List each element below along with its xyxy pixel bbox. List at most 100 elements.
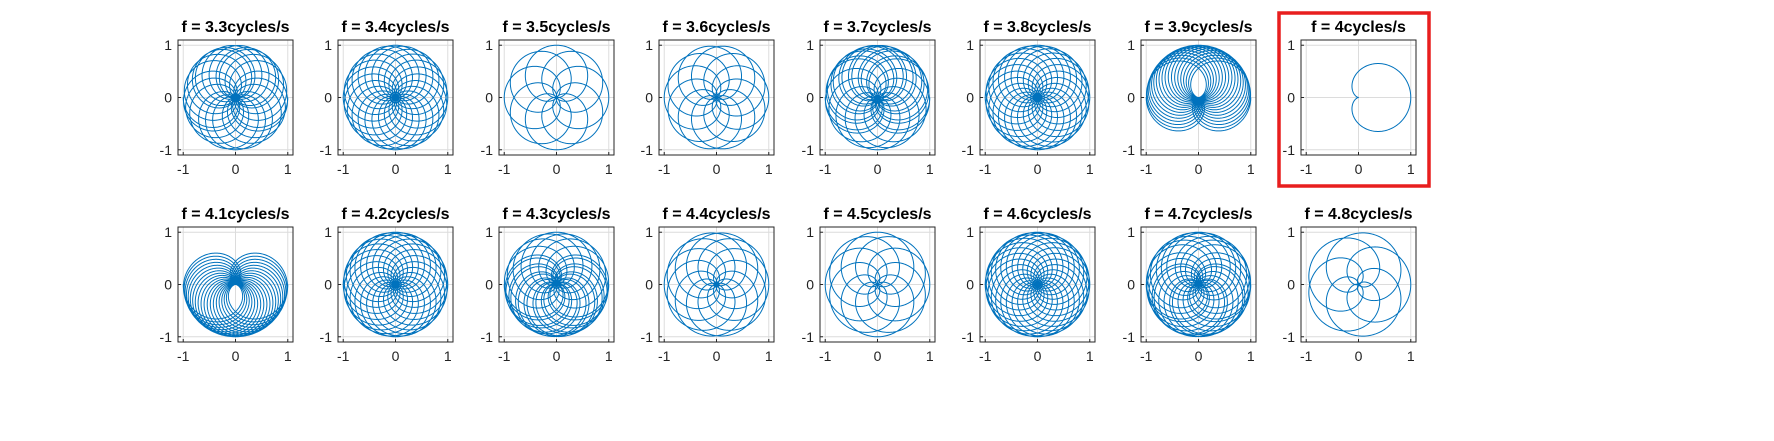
subplot: -1 0 1 -1 0 1 f = 3.4cycles/s	[320, 19, 454, 177]
y-tick-label: 1	[966, 224, 974, 240]
y-tick-label: -1	[481, 329, 494, 345]
x-tick-label: -1	[1300, 348, 1313, 364]
panel-title: f = 4.1cycles/s	[181, 206, 289, 223]
y-tick-label: 0	[324, 277, 332, 293]
x-tick-label: 0	[713, 348, 721, 364]
winding-trace	[503, 44, 610, 151]
y-tick-label: 0	[645, 277, 653, 293]
x-tick-label: 0	[392, 348, 400, 364]
x-tick-label: 0	[392, 161, 400, 177]
panel-title: f = 3.7cycles/s	[823, 19, 931, 36]
winding-trace	[984, 231, 1091, 338]
y-tick-label: 1	[1287, 224, 1295, 240]
y-tick-label: 0	[1127, 277, 1135, 293]
winding-trace	[503, 231, 610, 338]
x-tick-label: 0	[232, 348, 240, 364]
x-tick-label: -1	[177, 348, 190, 364]
subplot: -1 0 1 -1 0 1 f = 3.3cycles/s	[160, 19, 294, 177]
x-tick-label: 0	[1034, 348, 1042, 364]
subplot: -1 0 1 -1 0 1 f = 4.4cycles/s	[641, 206, 775, 364]
x-tick-label: -1	[1140, 348, 1153, 364]
x-tick-label: 1	[926, 161, 934, 177]
y-tick-label: 0	[164, 277, 172, 293]
y-tick-label: 1	[645, 37, 653, 53]
y-tick-label: 0	[966, 277, 974, 293]
x-tick-label: 0	[1195, 161, 1203, 177]
y-tick-label: 0	[966, 90, 974, 106]
x-tick-label: 0	[553, 161, 561, 177]
panel-title: f = 3.6cycles/s	[662, 19, 770, 36]
y-tick-label: 0	[164, 90, 172, 106]
x-tick-label: 0	[1034, 161, 1042, 177]
x-tick-label: 1	[284, 161, 292, 177]
y-tick-label: 0	[485, 90, 493, 106]
subplot: -1 0 1 -1 0 1 f = 4.6cycles/s	[962, 206, 1096, 364]
panel-title: f = 4.5cycles/s	[823, 206, 931, 223]
y-tick-label: -1	[962, 329, 975, 345]
winding-trace	[342, 231, 449, 338]
subplot: -1 0 1 -1 0 1 f = 3.6cycles/s	[641, 19, 775, 177]
y-tick-label: -1	[160, 142, 173, 158]
winding-trace	[824, 44, 931, 151]
x-tick-label: -1	[337, 348, 350, 364]
panel-title: f = 3.3cycles/s	[181, 19, 289, 36]
x-tick-label: -1	[1300, 161, 1313, 177]
panel-title: f = 3.4cycles/s	[341, 19, 449, 36]
panel-title: f = 4.2cycles/s	[341, 206, 449, 223]
panel-title: f = 4.7cycles/s	[1144, 206, 1252, 223]
x-tick-label: -1	[658, 348, 671, 364]
panel-title: f = 4cycles/s	[1311, 19, 1406, 36]
x-tick-label: 0	[874, 161, 882, 177]
winding-trace	[824, 231, 931, 338]
y-tick-label: 0	[1127, 90, 1135, 106]
x-tick-label: -1	[979, 161, 992, 177]
y-tick-label: -1	[320, 142, 333, 158]
winding-trace	[1308, 232, 1412, 337]
y-tick-label: 0	[645, 90, 653, 106]
subplot-grid: -1 0 1 -1 0 1 f = 3.3cycles/s -1 0 1 -1 0 1 f = 3.4cy…	[160, 11, 1431, 364]
subplot: -1 0 1 -1 0 1 f = 3.7cycles/s	[802, 19, 936, 177]
y-tick-label: -1	[1123, 329, 1136, 345]
y-tick-label: 0	[1287, 90, 1295, 106]
winding-trace	[1145, 231, 1252, 338]
y-tick-label: 1	[1287, 37, 1295, 53]
panel-title: f = 4.8cycles/s	[1304, 206, 1412, 223]
subplot: -1 0 1 -1 0 1 f = 4.3cycles/s	[481, 206, 615, 364]
y-tick-label: -1	[962, 142, 975, 158]
panel-title: f = 3.9cycles/s	[1144, 19, 1252, 36]
y-tick-label: -1	[481, 142, 494, 158]
x-tick-label: 0	[553, 348, 561, 364]
y-tick-label: -1	[1283, 142, 1296, 158]
x-tick-label: 1	[1247, 348, 1255, 364]
y-tick-label: 1	[324, 37, 332, 53]
subplot: -1 0 1 -1 0 1 f = 4.2cycles/s	[320, 206, 454, 364]
y-tick-label: -1	[1123, 142, 1136, 158]
x-tick-label: 1	[1247, 161, 1255, 177]
x-tick-label: 0	[713, 161, 721, 177]
y-tick-label: 1	[324, 224, 332, 240]
panel-title: f = 3.8cycles/s	[983, 19, 1091, 36]
x-tick-label: -1	[337, 161, 350, 177]
highlight-box	[1277, 11, 1431, 188]
x-tick-label: -1	[819, 161, 832, 177]
x-tick-label: 1	[1086, 348, 1094, 364]
x-tick-label: 1	[605, 348, 613, 364]
subplot: -1 0 1 -1 0 1 f = 3.8cycles/s	[962, 19, 1096, 177]
panel-title: f = 4.4cycles/s	[662, 206, 770, 223]
subplot: -1 0 1 -1 0 1 f = 4cycles/s	[1277, 11, 1431, 188]
x-tick-label: 1	[605, 161, 613, 177]
y-tick-label: 1	[485, 37, 493, 53]
x-tick-label: 0	[1195, 348, 1203, 364]
y-tick-label: 1	[485, 224, 493, 240]
y-tick-label: -1	[1283, 329, 1296, 345]
x-tick-label: 1	[765, 348, 773, 364]
y-tick-label: 1	[806, 224, 814, 240]
x-tick-label: -1	[177, 161, 190, 177]
winding-trace	[1145, 44, 1252, 132]
x-tick-label: 1	[765, 161, 773, 177]
panel-title: f = 4.3cycles/s	[502, 206, 610, 223]
x-tick-label: 0	[232, 161, 240, 177]
y-tick-label: 0	[806, 277, 814, 293]
x-tick-label: -1	[658, 161, 671, 177]
